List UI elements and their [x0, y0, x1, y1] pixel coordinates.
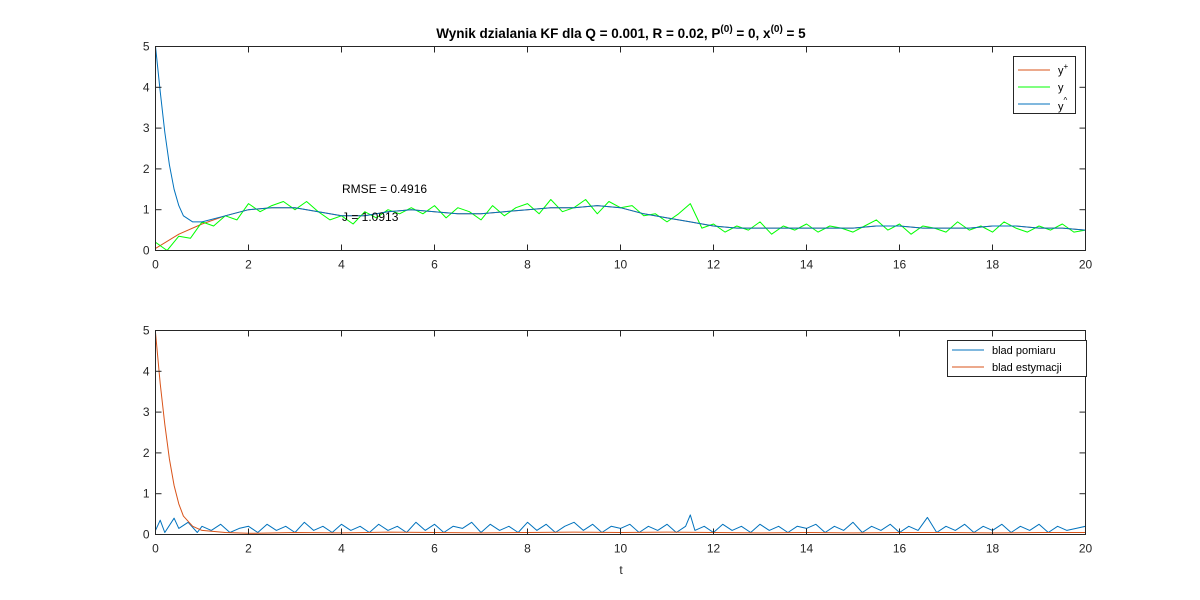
top-y-tick-label: 0 [143, 244, 150, 258]
top-x-tick-label: 4 [338, 258, 345, 272]
top-y-tick-label: 1 [143, 203, 150, 217]
bottom-y-tick-label: 1 [143, 487, 150, 501]
bottom-y-tick-label: 0 [143, 528, 150, 542]
bottom-x-tick-label: 4 [338, 542, 345, 556]
bottom-legend-box [947, 340, 1087, 377]
bottom-y-tick-label: 3 [143, 405, 150, 419]
bottom-x-tick-label: 20 [1079, 542, 1093, 556]
bottom-y-tick-label: 2 [143, 446, 150, 460]
x-axis-label: t [619, 563, 623, 577]
top-x-tick-label: 8 [524, 258, 531, 272]
top-x-tick-label: 16 [893, 258, 907, 272]
bottom-legend: blad pomiaru blad estymacji [947, 340, 1087, 377]
annotation-rmse: RMSE = 0.4916 [342, 182, 427, 196]
bottom-x-tick-label: 10 [614, 542, 628, 556]
top-x-tick-label: 2 [245, 258, 252, 272]
bottom-y-tick-label: 5 [143, 324, 150, 338]
chart-title: Wynik dzialania KF dla Q = 0.001, R = 0.… [436, 24, 806, 41]
bottom-x-tick-label: 0 [152, 542, 159, 556]
top-x-tick-label: 0 [152, 258, 159, 272]
top-y-tick-label: 2 [143, 162, 150, 176]
legend-label-blad-estymacji: blad estymacji [992, 362, 1062, 374]
bottom-x-tick-label: 6 [431, 542, 438, 556]
legend-label-y-plus: y+ [1058, 62, 1069, 77]
top-x-tick-label: 6 [431, 258, 438, 272]
series-line-blad-pomiaru [155, 514, 1086, 533]
top-y-tick-label: 3 [143, 121, 150, 135]
top-x-tick-label: 14 [800, 258, 814, 272]
legend-label-y: y [1058, 82, 1064, 94]
top-legend: y+ y y^ [1013, 56, 1076, 114]
top-x-tick-label: 20 [1079, 258, 1093, 272]
legend-label-y-hat: y^ [1058, 96, 1068, 113]
top-x-tick-label: 10 [614, 258, 628, 272]
legend-label-blad-pomiaru: blad pomiaru [992, 345, 1056, 357]
top-y-tick-label: 4 [143, 80, 150, 94]
bottom-x-tick-label: 14 [800, 542, 814, 556]
bottom-x-tick-label: 16 [893, 542, 907, 556]
top-x-tick-label: 18 [986, 258, 1000, 272]
series-line-yhat [155, 46, 1086, 231]
bottom-y-tick-label: 4 [143, 364, 150, 378]
bottom-x-tick-label: 18 [986, 542, 1000, 556]
annotation-j: J = 1.0913 [342, 210, 399, 224]
top-y-tick-label: 5 [143, 40, 150, 54]
top-x-tick-label: 12 [707, 258, 721, 272]
bottom-x-tick-label: 8 [524, 542, 531, 556]
bottom-x-tick-label: 2 [245, 542, 252, 556]
bottom-x-tick-label: 12 [707, 542, 721, 556]
